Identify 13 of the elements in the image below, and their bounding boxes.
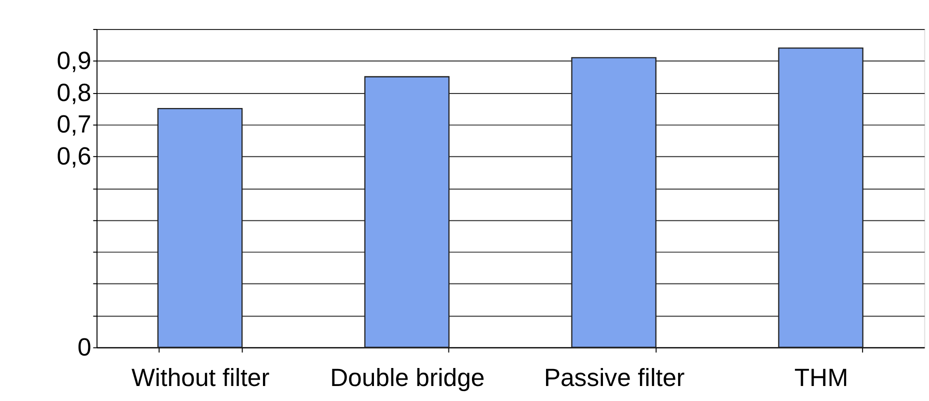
bar xyxy=(571,57,656,348)
y-tick-label: 0,7 xyxy=(56,112,92,139)
y-tick-label: 0,8 xyxy=(56,80,92,107)
bar xyxy=(364,76,450,348)
x-tick-label: Double bridge xyxy=(330,364,485,392)
y-tick-label: 0,6 xyxy=(56,143,92,170)
x-tick-label: Without filter xyxy=(131,364,270,392)
bar xyxy=(778,48,864,348)
bar xyxy=(157,108,243,348)
y-tick-label: 0 xyxy=(77,334,92,362)
x-tick-label: Passive filter xyxy=(544,364,685,392)
y-tick-label: 0,9 xyxy=(56,48,92,75)
x-tick-label: THM xyxy=(794,364,848,392)
